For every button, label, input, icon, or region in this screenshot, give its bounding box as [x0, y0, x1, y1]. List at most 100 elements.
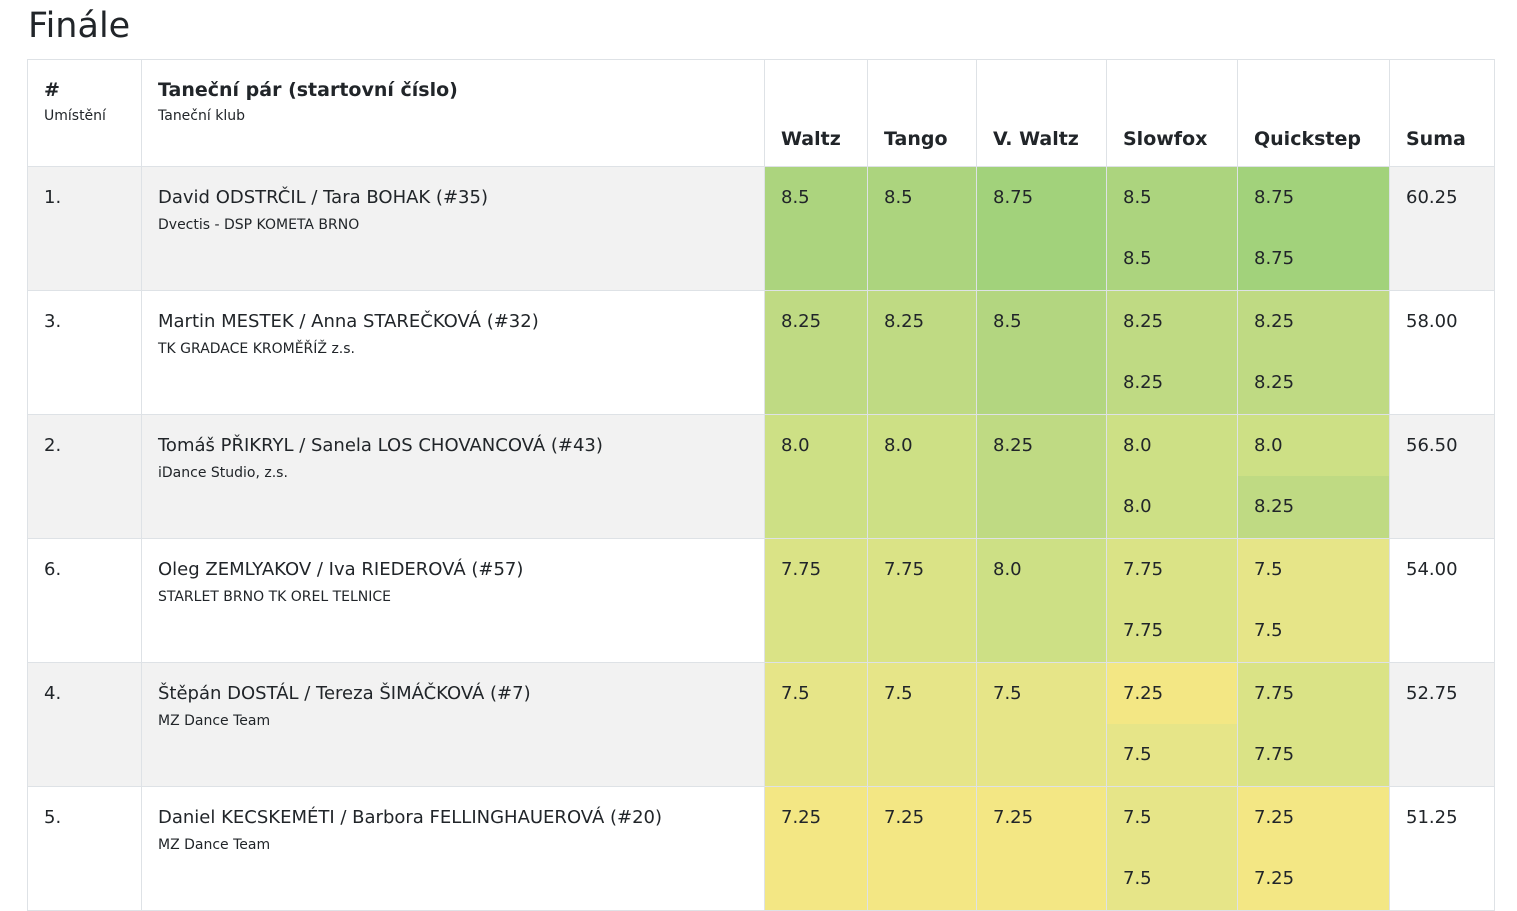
score-waltz: 7.75	[764, 538, 868, 663]
score-quickstep: 7.25 7.25	[1237, 786, 1390, 911]
score-vwaltz: 7.5	[976, 662, 1107, 787]
score-quickstep-b: 7.25	[1238, 848, 1389, 910]
score-slowfox-a: 7.5	[1107, 787, 1237, 848]
header-slowfox: Slowfox	[1106, 59, 1238, 167]
score-vwaltz: 8.0	[976, 538, 1107, 663]
header-sum: Suma	[1389, 59, 1495, 167]
score-slowfox-b: 8.25	[1107, 352, 1237, 414]
score-quickstep: 8.25 8.25	[1237, 290, 1390, 415]
score-slowfox-b: 7.5	[1107, 848, 1237, 910]
header-quickstep: Quickstep	[1237, 59, 1390, 167]
header-pair-label: Taneční pár (startovní číslo)	[158, 79, 458, 101]
table-row: 4. Štěpán DOSTÁL / Tereza ŠIMÁČKOVÁ (#7)…	[27, 662, 1495, 787]
score-quickstep-a: 8.25	[1238, 291, 1389, 352]
score-slowfox-a: 7.75	[1107, 539, 1237, 600]
sum-cell: 52.75	[1389, 662, 1495, 787]
table-row: 5. Daniel KECSKEMÉTI / Barbora FELLINGHA…	[27, 786, 1495, 911]
club-name: TK GRADACE KROMĚŘÍŽ z.s.	[158, 341, 355, 357]
score-quickstep-a: 7.25	[1238, 787, 1389, 848]
score-waltz: 7.25	[764, 786, 868, 911]
table-row: 3. Martin MESTEK / Anna STAREČKOVÁ (#32)…	[27, 290, 1495, 415]
club-name: iDance Studio, z.s.	[158, 465, 288, 481]
table-body: 1. David ODSTRČIL / Tara BOHAK (#35) Dve…	[27, 166, 1495, 911]
header-place: # Umístění	[27, 59, 142, 167]
score-quickstep-a: 8.0	[1238, 415, 1389, 476]
club-name: MZ Dance Team	[158, 837, 271, 853]
score-quickstep-b: 8.25	[1238, 352, 1389, 414]
pair-cell: Tomáš PŘIKRYL / Sanela LOS CHOVANCOVÁ (#…	[141, 414, 765, 539]
score-quickstep-a: 7.5	[1238, 539, 1389, 600]
club-name: STARLET BRNO TK OREL TELNICE	[158, 589, 392, 605]
club-name: Dvectis - DSP KOMETA BRNO	[158, 217, 360, 233]
score-waltz: 8.25	[764, 290, 868, 415]
place-cell: 3.	[27, 290, 142, 415]
score-quickstep: 7.5 7.5	[1237, 538, 1390, 663]
place-cell: 1.	[27, 166, 142, 291]
score-slowfox-b: 8.5	[1107, 228, 1237, 290]
table-row: 1. David ODSTRČIL / Tara BOHAK (#35) Dve…	[27, 166, 1495, 291]
score-vwaltz: 8.25	[976, 414, 1107, 539]
score-quickstep-a: 7.75	[1238, 663, 1389, 724]
score-slowfox-b: 8.0	[1107, 476, 1237, 538]
score-tango: 7.5	[867, 662, 977, 787]
score-slowfox: 8.5 8.5	[1106, 166, 1238, 291]
header-tango: Tango	[867, 59, 977, 167]
score-quickstep: 8.0 8.25	[1237, 414, 1390, 539]
score-slowfox: 8.0 8.0	[1106, 414, 1238, 539]
score-vwaltz: 7.25	[976, 786, 1107, 911]
score-vwaltz: 8.75	[976, 166, 1107, 291]
place-cell: 2.	[27, 414, 142, 539]
pair-name: Martin MESTEK / Anna STAREČKOVÁ (#32)	[158, 311, 539, 332]
score-quickstep-a: 8.75	[1238, 167, 1389, 228]
page-title: Finále	[28, 6, 131, 46]
sum-cell: 51.25	[1389, 786, 1495, 911]
score-slowfox-a: 8.25	[1107, 291, 1237, 352]
place-cell: 4.	[27, 662, 142, 787]
score-quickstep-b: 8.75	[1238, 228, 1389, 290]
score-tango: 8.25	[867, 290, 977, 415]
score-slowfox-a: 8.0	[1107, 415, 1237, 476]
score-waltz: 8.0	[764, 414, 868, 539]
score-slowfox: 7.75 7.75	[1106, 538, 1238, 663]
score-tango: 7.25	[867, 786, 977, 911]
club-name: MZ Dance Team	[158, 713, 271, 729]
place-cell: 5.	[27, 786, 142, 911]
pair-name: Daniel KECSKEMÉTI / Barbora FELLINGHAUER…	[158, 807, 663, 828]
pair-name: Štěpán DOSTÁL / Tereza ŠIMÁČKOVÁ (#7)	[158, 683, 531, 704]
table-row: 6. Oleg ZEMLYAKOV / Iva RIEDEROVÁ (#57) …	[27, 538, 1495, 663]
header-waltz: Waltz	[764, 59, 868, 167]
table-row: 2. Tomáš PŘIKRYL / Sanela LOS CHOVANCOVÁ…	[27, 414, 1495, 539]
score-tango: 8.5	[867, 166, 977, 291]
score-vwaltz: 8.5	[976, 290, 1107, 415]
score-quickstep: 8.75 8.75	[1237, 166, 1390, 291]
table-header: # Umístění Taneční pár (startovní číslo)…	[27, 59, 1495, 167]
pair-name: David ODSTRČIL / Tara BOHAK (#35)	[158, 187, 488, 208]
header-pair-sub: Taneční klub	[158, 108, 245, 124]
score-quickstep-b: 7.75	[1238, 724, 1389, 786]
score-slowfox-a: 7.25	[1107, 663, 1237, 724]
score-slowfox-b: 7.75	[1107, 600, 1237, 662]
sum-cell: 58.00	[1389, 290, 1495, 415]
pair-cell: Daniel KECSKEMÉTI / Barbora FELLINGHAUER…	[141, 786, 765, 911]
sum-cell: 60.25	[1389, 166, 1495, 291]
score-slowfox: 8.25 8.25	[1106, 290, 1238, 415]
results-table: # Umístění Taneční pár (startovní číslo)…	[27, 59, 1495, 911]
score-quickstep-b: 7.5	[1238, 600, 1389, 662]
score-slowfox-a: 8.5	[1107, 167, 1237, 228]
place-cell: 6.	[27, 538, 142, 663]
sum-cell: 56.50	[1389, 414, 1495, 539]
sum-cell: 54.00	[1389, 538, 1495, 663]
pair-cell: Oleg ZEMLYAKOV / Iva RIEDEROVÁ (#57) STA…	[141, 538, 765, 663]
score-slowfox-b: 7.5	[1107, 724, 1237, 786]
score-tango: 7.75	[867, 538, 977, 663]
pair-cell: Martin MESTEK / Anna STAREČKOVÁ (#32) TK…	[141, 290, 765, 415]
pair-cell: Štěpán DOSTÁL / Tereza ŠIMÁČKOVÁ (#7) MZ…	[141, 662, 765, 787]
header-place-label: #	[44, 79, 60, 101]
pair-name: Oleg ZEMLYAKOV / Iva RIEDEROVÁ (#57)	[158, 559, 524, 580]
score-quickstep: 7.75 7.75	[1237, 662, 1390, 787]
score-tango: 8.0	[867, 414, 977, 539]
score-slowfox: 7.5 7.5	[1106, 786, 1238, 911]
score-waltz: 7.5	[764, 662, 868, 787]
header-place-sub: Umístění	[44, 108, 106, 124]
header-vwaltz: V. Waltz	[976, 59, 1107, 167]
